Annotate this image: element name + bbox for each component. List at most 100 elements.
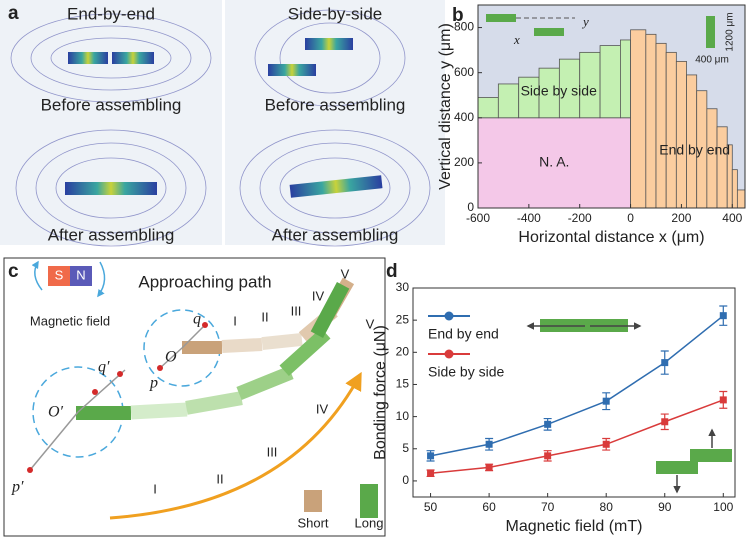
caption: After assembling (272, 225, 399, 244)
point-label: q′ (98, 359, 110, 376)
stage-label: II (261, 309, 268, 324)
stage-label: V (366, 316, 375, 331)
marker (544, 420, 552, 428)
stage-label: I (233, 313, 237, 328)
panel-label: a (8, 3, 19, 24)
legend-swatch (360, 484, 378, 518)
x-tick-label: 70 (541, 500, 555, 514)
rotation-arrow (31, 260, 43, 291)
marker (427, 452, 435, 460)
orientation-lines (29, 324, 206, 471)
region-step (645, 33, 657, 209)
magnet-n (70, 266, 92, 286)
legend-label: Long (355, 515, 384, 530)
region-step (706, 108, 718, 209)
stage-label: I (153, 481, 157, 496)
legend-label: End by end (428, 326, 499, 342)
magnet-caption: Magnetic field (30, 313, 110, 328)
region-step (716, 126, 728, 209)
long-rods (76, 281, 350, 420)
y-tick-label: 15 (396, 377, 410, 391)
panel-frame (3, 257, 386, 537)
y-tick-label: 25 (396, 312, 410, 326)
x-tick-label: 100 (713, 500, 733, 514)
plot-frame (412, 287, 736, 498)
point-label: q (193, 311, 201, 328)
point-label: p (149, 375, 158, 392)
inset-label: x (513, 32, 520, 47)
panel-c: c Approaching path S N Magnetic field (3, 257, 386, 537)
y-axis-title: Vertical distance y (μm) (437, 23, 454, 190)
region-step (599, 45, 621, 119)
inset-label: 1200 μm (725, 12, 736, 51)
panel-title: End-by-end (67, 4, 155, 23)
y-tick-label: 200 (454, 155, 474, 169)
field-lines (10, 9, 431, 247)
marker (719, 396, 727, 404)
image-left (0, 0, 222, 245)
y-tick-label: 0 (402, 473, 409, 487)
panel-label: c (8, 261, 19, 282)
x-tick-label: 400 (722, 211, 742, 225)
x-axis-title: Magnetic field (mT) (506, 518, 643, 535)
y-tick-label: 800 (454, 20, 474, 34)
point-label: O (165, 349, 177, 366)
stage-label: IV (312, 288, 325, 303)
marker (427, 469, 435, 477)
rod (68, 52, 108, 64)
inset-rod (534, 28, 564, 36)
marker (485, 463, 493, 471)
region-step (665, 51, 677, 209)
panel-a: a End-by-end Side-by-side Before assembl… (0, 0, 445, 247)
y-tick-label: 600 (454, 65, 474, 79)
magnet-label: N (76, 267, 85, 282)
rotation-arrow (97, 261, 106, 298)
region-step (675, 60, 687, 209)
legend-label: Side by side (428, 364, 504, 380)
image-right (225, 0, 445, 245)
region-step (630, 29, 647, 209)
series-line (430, 399, 724, 474)
region-step (477, 117, 631, 209)
x-tick-label: -200 (568, 211, 592, 225)
y-axis-title: Bonding force (μN) (372, 325, 389, 460)
y-tick-label: 20 (396, 344, 410, 358)
x-tick-label: -400 (517, 211, 541, 225)
marker (661, 359, 669, 367)
rod (289, 175, 383, 198)
y-tick-label: 400 (454, 110, 474, 124)
x-tick-label: 50 (424, 500, 438, 514)
caption: Before assembling (265, 95, 406, 114)
marker (602, 440, 610, 448)
points (27, 322, 208, 473)
region-step (477, 97, 499, 119)
x-tick-label: 60 (482, 500, 496, 514)
legend-marker (444, 349, 454, 359)
region-step (731, 169, 738, 209)
x-tick-label: -600 (466, 211, 490, 225)
legend-label: Short (297, 515, 328, 530)
inset-label: y (581, 14, 589, 29)
marker (602, 397, 610, 405)
rod (268, 64, 316, 76)
path-arrow (109, 371, 362, 520)
y-tick-label: 0 (467, 200, 474, 214)
panel-title: Side-by-side (288, 4, 383, 23)
caption: Before assembling (41, 95, 182, 114)
schematic-rod (690, 449, 732, 462)
region-step (736, 189, 746, 209)
stage-label: IV (316, 401, 329, 416)
inset-label: 400 μm (695, 55, 729, 66)
series-line (430, 315, 724, 457)
stage-label: III (267, 444, 278, 459)
schematic-rod (656, 461, 698, 474)
legend-swatch (304, 490, 322, 512)
region-label: End by end (659, 142, 730, 158)
y-tick-label: 30 (396, 280, 410, 294)
plot-frame (477, 4, 746, 209)
region-label: N. A. (539, 154, 569, 170)
marker (661, 418, 669, 426)
region-step (620, 39, 631, 119)
inset-rod (706, 16, 715, 48)
rod (65, 182, 157, 195)
